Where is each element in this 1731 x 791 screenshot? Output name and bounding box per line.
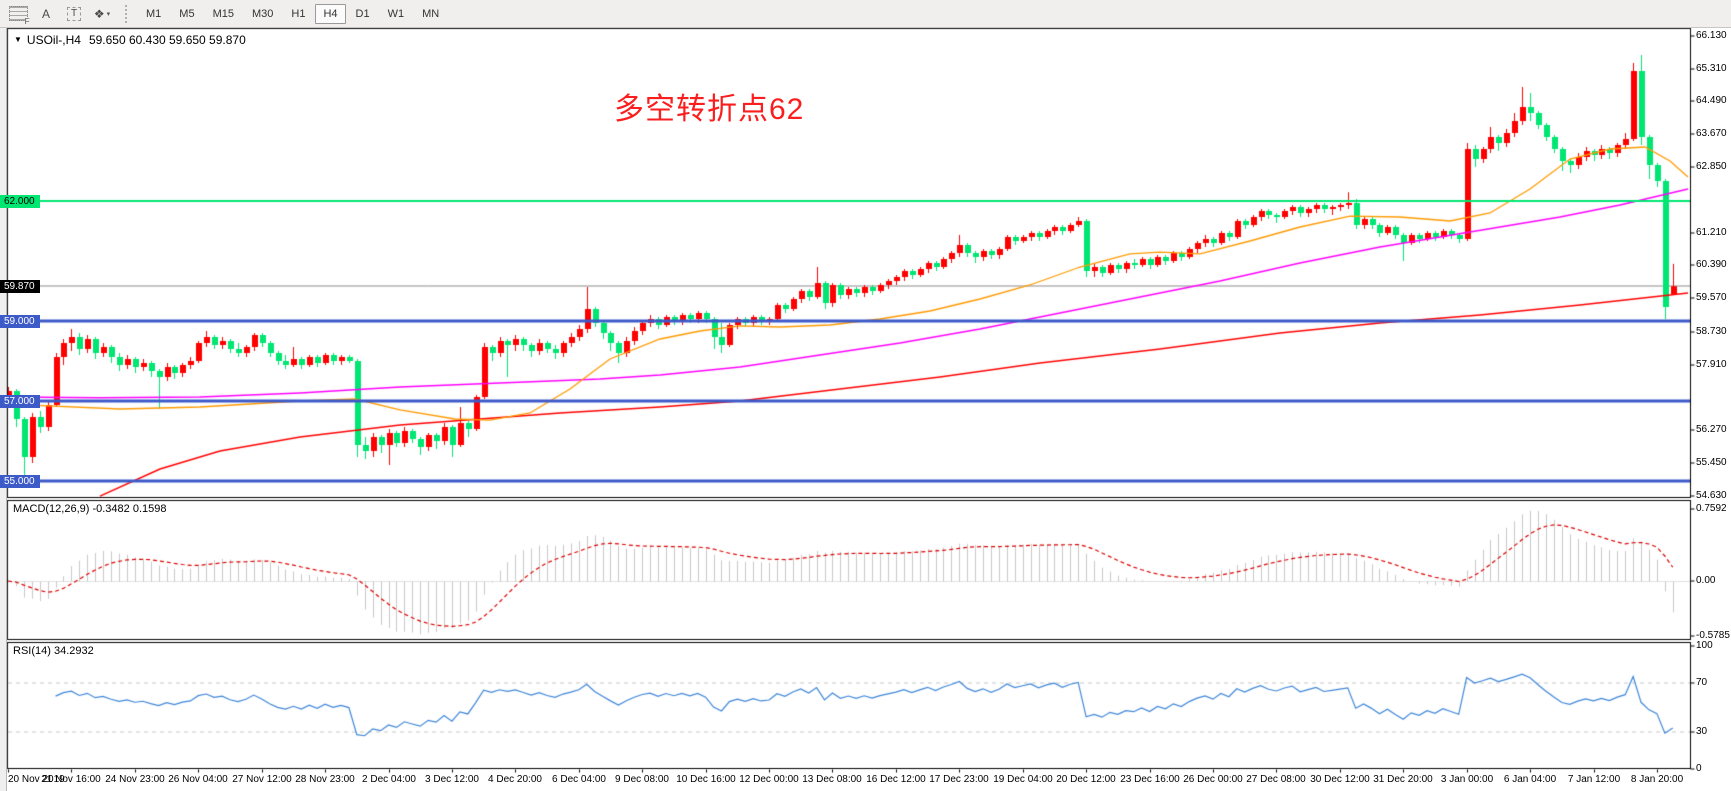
drawing-toolbar: F A T ❖ ▾ [4,3,116,26]
fibonacci-retracement-tool[interactable]: F [6,3,30,26]
toolbar: F A T ❖ ▾ M1 M5 M15 M30 H1 H4 D1 W1 MN [0,0,1731,28]
text-label-icon: T [66,6,82,21]
time-axis-label: 10 Dec 16:00 [676,774,736,785]
macd-axis-tick: 0.7592 [1696,502,1727,514]
time-axis-label: 2 Dec 04:00 [362,774,416,785]
time-axis-label: 27 Nov 12:00 [232,774,292,785]
time-axis-label: 7 Jan 12:00 [1567,774,1621,785]
text-tool-icon: A [41,6,50,21]
timeframe-button-m5[interactable]: M5 [179,7,195,20]
time-axis-label: 26 Nov 04:00 [168,774,228,785]
time-axis-label: 13 Dec 08:00 [802,774,862,785]
symbol-timeframe-label: USOil-,H4 [26,33,81,47]
timeframe-toolbar: M1 M5 M15 M30 H1 H4 D1 W1 MN [137,3,448,24]
chart-annotation-text[interactable]: 多空转折点62 [614,93,805,126]
fibonacci-f-glyph: F [24,17,30,26]
price-axis-tick: 64.490 [1696,95,1727,107]
time-axis-label: 31 Dec 20:00 [1373,774,1433,785]
current-price-label: 59.870 [0,279,40,293]
price-axis-tick: 55.450 [1696,457,1727,468]
time-axis-label: 30 Dec 12:00 [1310,774,1370,785]
price-line-label: 62.000 [0,194,40,208]
arrows-tool-icon: ❖ [93,6,105,21]
chevron-down-icon: ▼ [14,35,22,44]
time-axis-label: 6 Jan 04:00 [1503,774,1557,785]
time-axis-label: 28 Nov 23:00 [295,774,355,785]
time-axis-label: 6 Dec 04:00 [552,774,606,785]
price-line-label: 57.000 [0,394,40,408]
time-axis-label: 4 Dec 20:00 [488,774,542,785]
time-axis-label: 17 Dec 23:00 [929,774,989,785]
time-axis-label: 21 Nov 16:00 [41,774,101,785]
time-axis-label: 19 Dec 04:00 [993,774,1053,785]
time-axis-label: 23 Dec 16:00 [1120,774,1180,785]
rsi-axis-tick: 70 [1696,676,1708,688]
macd-axis-tick: -0.5785 [1696,629,1730,641]
time-axis-label: 24 Nov 23:00 [105,774,165,785]
timeframe-button-mn[interactable]: MN [422,7,440,20]
time-axis-label: 16 Dec 12:00 [866,774,926,785]
price-axis-tick: 60.390 [1696,259,1727,271]
timeframe-button-m15[interactable]: M15 [212,7,234,20]
timeframe-button-d1[interactable]: D1 [355,7,370,20]
text-tool[interactable]: A [34,3,58,25]
price-line-label: 59.000 [0,314,40,328]
price-axis-tick: 62.850 [1696,161,1727,172]
time-axis-label: 9 Dec 08:00 [615,774,669,785]
time-axis-label: 20 Nov 2019 [8,774,65,785]
macd-indicator-label: MACD(12,26,9) -0.3482 0.1598 [13,503,167,515]
price-axis-tick: 65.310 [1696,62,1727,74]
time-axis-label: 26 Dec 00:00 [1183,774,1243,785]
toolbar-separator [125,4,130,23]
rsi-axis-tick: 0 [1696,762,1702,774]
rsi-indicator-label: RSI(14) 34.2932 [13,645,94,657]
chart-title: ▼ USOil-,H4 59.650 60.430 59.650 59.870 [14,33,246,47]
price-axis-tick: 61.210 [1696,226,1727,238]
timeframe-button-m1[interactable]: M1 [146,7,162,20]
timeframe-button-h1[interactable]: H1 [291,7,306,20]
time-axis-label: 3 Jan 00:00 [1440,774,1494,785]
dropdown-caret-icon: ▾ [106,10,111,18]
timeframe-button-w1[interactable]: W1 [387,7,405,20]
rsi-axis-tick: 100 [1696,640,1713,652]
price-axis-tick: 58.730 [1696,325,1727,337]
price-axis-tick: 54.630 [1696,489,1727,501]
price-axis-tick: 63.670 [1696,128,1727,140]
price-axis-tick: 66.130 [1696,29,1727,41]
price-line-label: 55.000 [0,474,40,488]
price-axis-tick: 59.570 [1696,292,1727,304]
fibonacci-grid-icon: F [8,6,30,26]
timeframe-button-h4[interactable]: H4 [315,3,346,24]
time-axis-label: 27 Dec 08:00 [1246,774,1306,785]
macd-axis-tick: 0.00 [1696,575,1716,586]
ohlc-values: 59.650 60.430 59.650 59.870 [88,33,246,47]
price-axis-tick: 57.910 [1696,358,1727,370]
text-label-tool[interactable]: T [62,3,86,25]
rsi-axis-tick: 30 [1696,725,1708,737]
arrows-tool[interactable]: ❖ ▾ [90,3,114,25]
window-left-edge [0,28,7,791]
time-axis-label: 3 Dec 12:00 [425,774,479,785]
price-axis-tick: 56.270 [1696,424,1727,436]
time-axis-label: 8 Jan 20:00 [1630,774,1684,785]
time-axis-label: 20 Dec 12:00 [1056,774,1116,785]
time-axis-label: 12 Dec 00:00 [739,774,799,785]
timeframe-button-m30[interactable]: M30 [251,7,274,20]
